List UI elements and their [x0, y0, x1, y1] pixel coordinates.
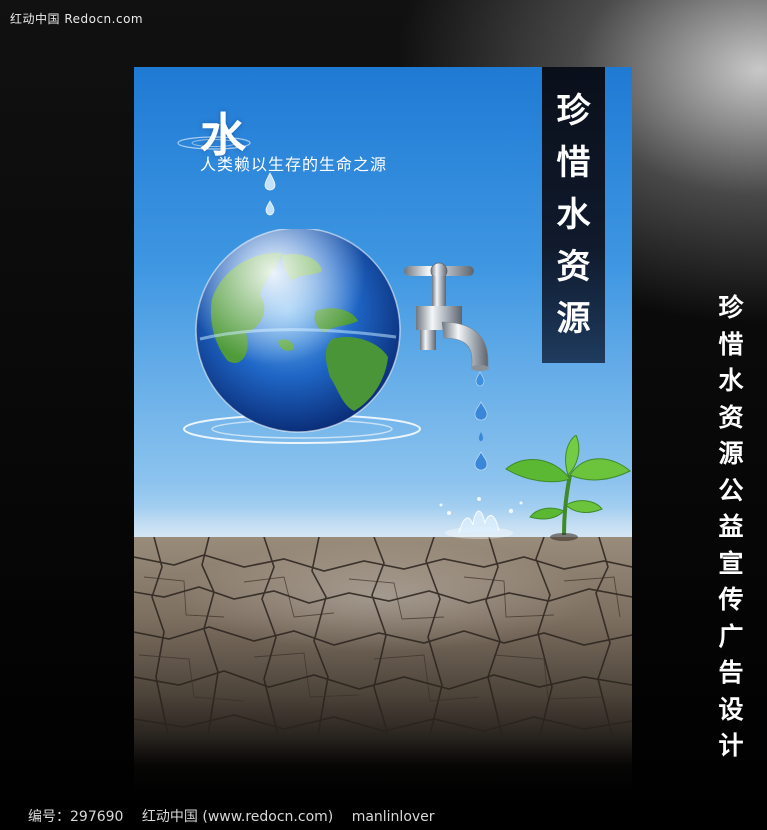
- sprout-illustration: [502, 434, 632, 549]
- side-caption-char: 告: [718, 658, 744, 687]
- poster-reflection: [134, 735, 632, 795]
- side-caption-char: 宣: [718, 548, 744, 578]
- watermark: 红动中国 Redocn.com: [10, 12, 144, 26]
- banner-char: 惜: [556, 143, 591, 183]
- side-caption-char: 计: [718, 731, 744, 760]
- side-caption: 珍 惜 水 资 源 公 益 宣 传 广 告 设 计: [708, 290, 754, 765]
- footer-id: 编号：297690: [28, 809, 124, 825]
- side-caption-char: 源: [718, 439, 744, 468]
- poster: 水 人类赖以生存的生命之源 珍 惜 水 资 源: [134, 67, 632, 735]
- subtitle: 人类赖以生存的生命之源: [200, 155, 388, 174]
- water-drop-icon: [264, 172, 276, 216]
- side-caption-char: 设: [718, 694, 744, 724]
- footer-author: manlinlover: [351, 809, 435, 825]
- headline-ripple-icon: [177, 136, 251, 150]
- side-caption-char: 珍: [718, 293, 744, 322]
- side-caption-char: 公: [718, 475, 744, 505]
- ground-cracks: [134, 537, 632, 735]
- side-caption-char: 传: [718, 585, 744, 614]
- globe-icon: [183, 227, 421, 444]
- globe-illustration: [182, 227, 442, 463]
- side-caption-char: 水: [718, 366, 744, 395]
- side-caption-char: 惜: [718, 329, 744, 359]
- banner-char: 源: [556, 299, 591, 339]
- vertical-banner: 珍 惜 水 资 源: [542, 67, 605, 363]
- headline-water-char: 水: [200, 108, 246, 162]
- water-splash: [429, 487, 539, 551]
- cracked-ground: [134, 537, 632, 735]
- banner-char: 水: [556, 195, 591, 235]
- side-caption-char: 益: [718, 512, 744, 541]
- footer: 编号：297690 红动中国 (www.redocn.com) manlinlo…: [28, 806, 449, 826]
- faucet-illustration: [402, 260, 502, 504]
- faucet-icon: [404, 262, 489, 471]
- footer-site: 红动中国 (www.redocn.com): [141, 809, 334, 825]
- side-caption-char: 资: [718, 402, 744, 432]
- banner-char: 资: [556, 247, 591, 287]
- sprout-icon: [505, 434, 631, 541]
- splash-icon: [439, 497, 523, 539]
- side-caption-char: 广: [718, 621, 744, 651]
- banner-char: 珍: [556, 91, 591, 131]
